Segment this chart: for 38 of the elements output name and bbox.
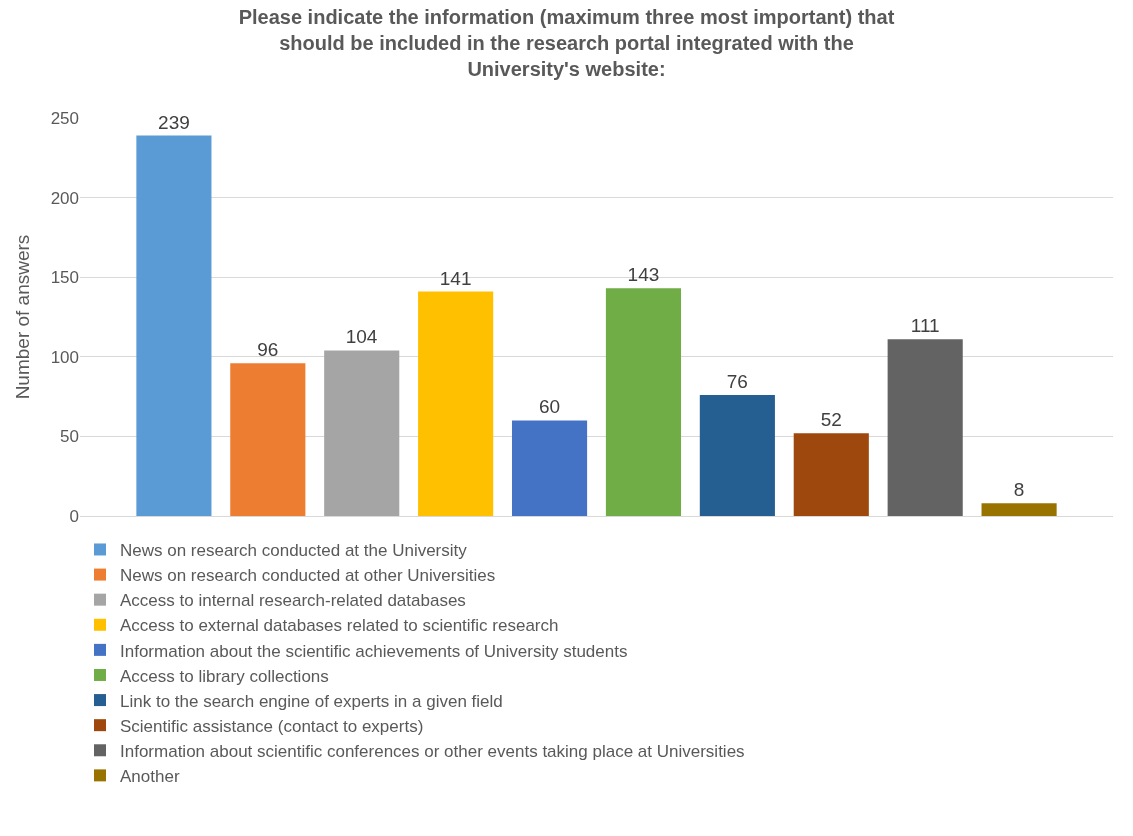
bar [981, 503, 1057, 516]
bar [136, 135, 212, 516]
data-label: 111 [910, 315, 940, 337]
legend-label: Information about the scientific achievements of University students [120, 641, 628, 661]
legend-label: Access to internal research-related databases [120, 591, 466, 611]
bar [511, 420, 588, 516]
data-label: 96 [257, 339, 279, 361]
bar [605, 288, 682, 516]
bar [324, 350, 400, 516]
y-axis-title: Number of answers [12, 234, 34, 400]
legend-label: Link to the search engine of experts in a given field [120, 691, 503, 711]
bar [793, 433, 869, 516]
data-label: 239 [158, 111, 190, 133]
data-label: 60 [538, 396, 561, 418]
bar [887, 339, 963, 516]
data-label: 8 [1013, 479, 1025, 501]
data-label: 76 [726, 371, 748, 393]
bar [230, 363, 306, 516]
data-label: 104 [345, 326, 378, 348]
y-tick-label: 200 [50, 188, 79, 208]
data-label: 52 [820, 409, 842, 431]
y-tick-label: 250 [50, 108, 79, 128]
y-tick-label: 50 [60, 427, 79, 447]
chart-title: Please indicate the information (maximum three most important) that should be included in the research portal integrated with the University's website: [238, 6, 895, 80]
legend-label: Scientific assistance (contact to experts) [120, 716, 424, 736]
y-tick-label: 100 [50, 347, 79, 367]
bar [699, 395, 775, 516]
y-tick-label: 0 [69, 506, 79, 526]
data-label: 141 [439, 267, 472, 289]
legend-label: News on research conducted at other Universities [120, 566, 496, 586]
legend-label: Access to library collections [120, 666, 329, 686]
data-label: 143 [627, 264, 660, 286]
legend-label: Another [120, 767, 180, 786]
bar [418, 291, 494, 516]
legend-label: Access to external databases related to scientific research [120, 616, 559, 636]
y-tick-label: 150 [50, 268, 79, 288]
legend-label: News on research conducted at the University [120, 541, 468, 561]
legend-label: Information about scientific conferences or other events taking place at Universities [120, 741, 745, 761]
